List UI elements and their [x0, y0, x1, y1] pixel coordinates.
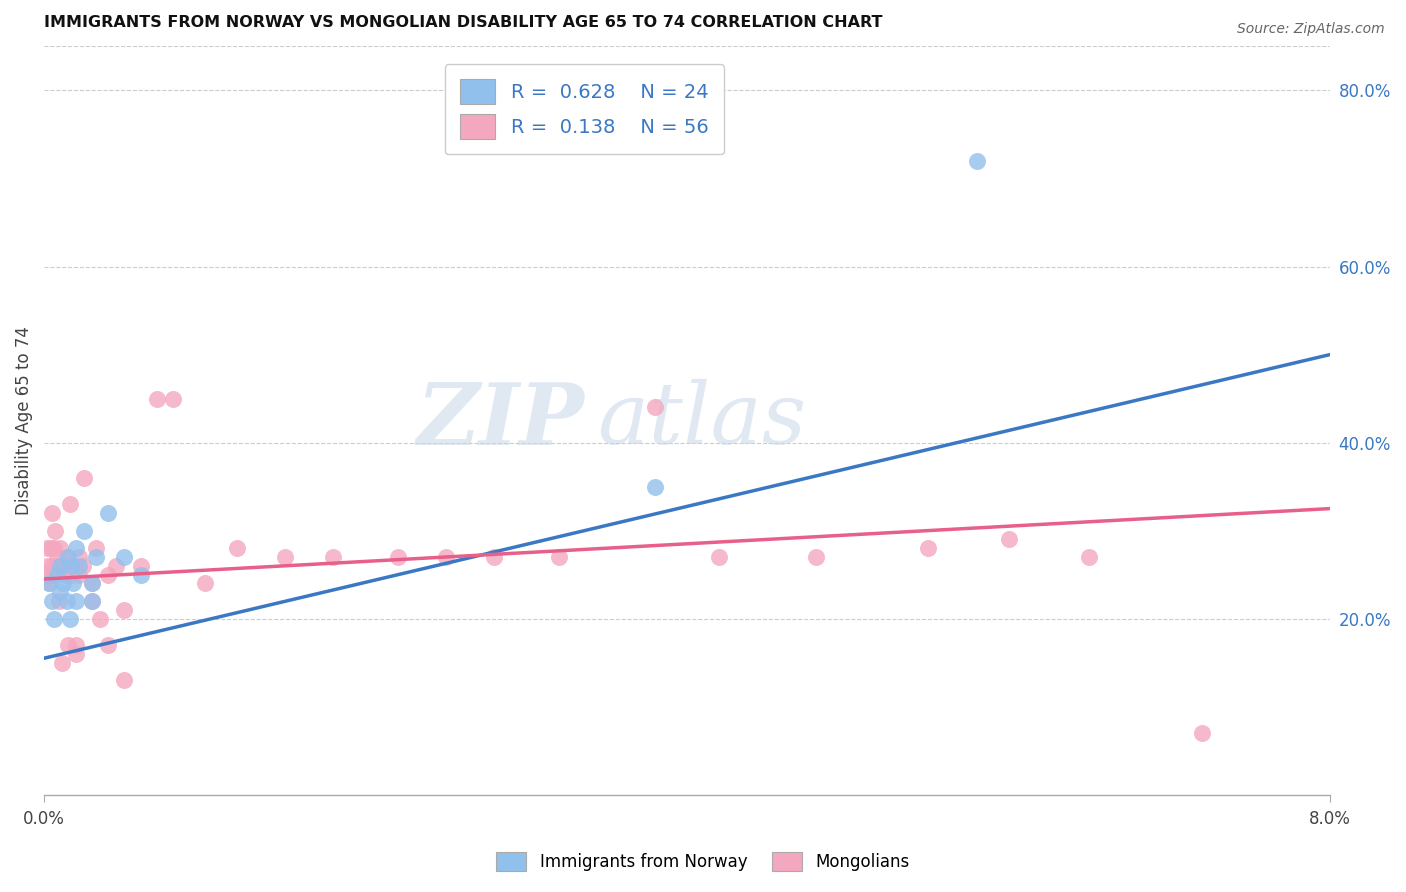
Point [547, 549, 569, 564]
Point [966, 153, 988, 168]
Point [82, 594, 104, 608]
Point [82, 576, 104, 591]
Point [84, 541, 107, 556]
Point [114, 673, 136, 688]
Point [59, 612, 82, 626]
Point [51, 656, 73, 670]
Point [62, 576, 84, 591]
Text: atlas: atlas [598, 379, 806, 462]
Point [58, 638, 80, 652]
Point [89, 612, 111, 626]
Point [44, 524, 66, 538]
Point [69, 549, 91, 564]
Point [129, 567, 152, 582]
Point [82, 594, 104, 608]
Point [162, 392, 184, 406]
Point [46, 567, 69, 582]
Point [82, 576, 104, 591]
Point [434, 549, 457, 564]
Point [709, 549, 731, 564]
Point [387, 549, 409, 564]
Point [72, 558, 94, 573]
Point [53, 567, 76, 582]
Y-axis label: Disability Age 65 to 74: Disability Age 65 to 74 [15, 326, 32, 515]
Point [644, 401, 666, 415]
Point [114, 549, 136, 564]
Point [60, 558, 83, 573]
Text: IMMIGRANTS FROM NORWAY VS MONGOLIAN DISABILITY AGE 65 TO 74 CORRELATION CHART: IMMIGRANTS FROM NORWAY VS MONGOLIAN DISA… [44, 15, 883, 30]
Point [48, 594, 70, 608]
Legend: R =  0.628    N = 24, R =  0.138    N = 56: R = 0.628 N = 24, R = 0.138 N = 56 [444, 63, 724, 154]
Point [484, 549, 506, 564]
Point [145, 392, 167, 406]
Point [917, 541, 939, 556]
Point [97, 567, 120, 582]
Point [39, 541, 62, 556]
Point [55, 549, 77, 564]
Point [46, 558, 69, 573]
Point [39, 567, 62, 582]
Point [65, 541, 87, 556]
Point [644, 479, 666, 493]
Point [41, 558, 63, 573]
Point [97, 638, 120, 652]
Point [41, 594, 63, 608]
Point [49, 558, 72, 573]
Point [35, 567, 58, 582]
Point [49, 541, 72, 556]
Point [65, 594, 87, 608]
Point [1191, 726, 1213, 740]
Point [114, 603, 136, 617]
Point [274, 549, 297, 564]
Point [42, 612, 65, 626]
Point [129, 558, 152, 573]
Point [73, 524, 96, 538]
Point [69, 558, 91, 573]
Point [60, 567, 83, 582]
Point [65, 647, 87, 661]
Point [105, 558, 128, 573]
Point [62, 558, 84, 573]
Point [41, 506, 63, 520]
Point [226, 541, 249, 556]
Point [194, 576, 217, 591]
Point [49, 558, 72, 573]
Point [804, 549, 827, 564]
Point [84, 549, 107, 564]
Point [69, 567, 91, 582]
Point [46, 549, 69, 564]
Point [58, 549, 80, 564]
Point [97, 506, 120, 520]
Point [37, 558, 59, 573]
Point [49, 585, 72, 599]
Point [38, 576, 60, 591]
Point [38, 576, 60, 591]
Point [55, 594, 77, 608]
Point [52, 558, 75, 573]
Text: Source: ZipAtlas.com: Source: ZipAtlas.com [1237, 22, 1385, 37]
Point [42, 541, 65, 556]
Point [65, 638, 87, 652]
Point [322, 549, 344, 564]
Point [52, 576, 75, 591]
Legend: Immigrants from Norway, Mongolians: Immigrants from Norway, Mongolians [488, 843, 918, 880]
Point [59, 497, 82, 511]
Point [1078, 549, 1101, 564]
Text: ZIP: ZIP [416, 379, 585, 462]
Point [37, 541, 59, 556]
Point [997, 533, 1019, 547]
Point [73, 471, 96, 485]
